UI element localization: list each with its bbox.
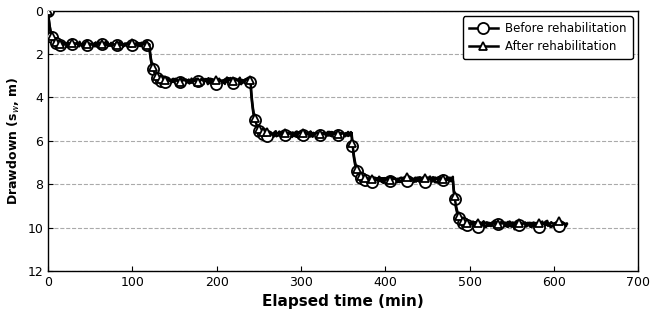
Before rehabilitation [295, 134, 303, 138]
After rehabilitation [295, 130, 303, 134]
Before rehabilitation [44, 9, 52, 13]
Legend: Before rehabilitation, After rehabilitation: Before rehabilitation, After rehabilitat… [462, 16, 632, 59]
After rehabilitation [44, 9, 52, 13]
After rehabilitation [464, 221, 472, 225]
Line: Before rehabilitation: Before rehabilitation [43, 5, 572, 235]
Before rehabilitation [563, 222, 571, 226]
After rehabilitation [395, 178, 403, 181]
After rehabilitation [226, 76, 234, 80]
Y-axis label: Drawdown (s$_{w}$, m): Drawdown (s$_{w}$, m) [5, 77, 22, 205]
After rehabilitation [563, 222, 571, 226]
Before rehabilitation [395, 179, 403, 183]
Before rehabilitation [510, 227, 518, 231]
Before rehabilitation [226, 80, 234, 84]
After rehabilitation [526, 224, 534, 228]
Line: After rehabilitation: After rehabilitation [44, 6, 571, 230]
After rehabilitation [44, 10, 52, 14]
Before rehabilitation [114, 43, 122, 47]
X-axis label: Elapsed time (min): Elapsed time (min) [262, 295, 424, 309]
After rehabilitation [114, 42, 122, 46]
Before rehabilitation [464, 223, 472, 227]
Before rehabilitation [44, 11, 52, 14]
